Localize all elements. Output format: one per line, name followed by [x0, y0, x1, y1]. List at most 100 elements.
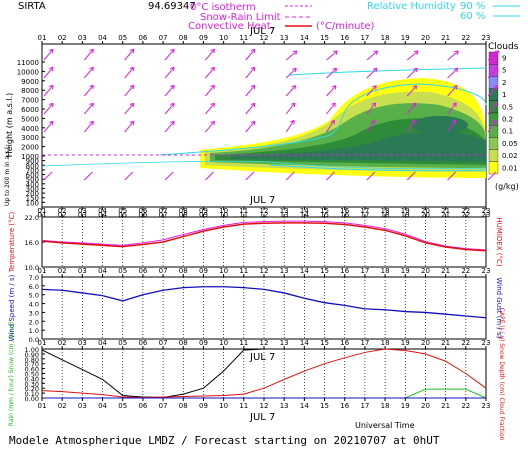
wind-arrow-low: [487, 171, 497, 181]
y-tick-label: 10000: [17, 68, 39, 76]
y-tick-label: 1.0: [29, 327, 39, 335]
wind-arrow: [406, 50, 419, 61]
wind-arrow-low: [43, 171, 53, 181]
wind-arrowhead: [129, 120, 135, 126]
wind-arrowhead: [452, 102, 457, 107]
wind-arrow: [43, 120, 54, 133]
wind-arrow: [124, 120, 135, 133]
wind-arrowhead: [170, 120, 175, 126]
wind-arrowhead: [89, 84, 94, 90]
y-tick-label: 0.40: [25, 375, 39, 383]
x-tick-label: 01: [38, 339, 47, 347]
wind-arrowhead: [494, 67, 499, 73]
wind-arrowhead: [49, 102, 54, 108]
x-tick-label: 03: [78, 207, 87, 215]
x-tick-label: 20: [421, 339, 430, 347]
wind-arrowhead: [411, 102, 417, 107]
wind-arrow-low: [124, 171, 134, 181]
x-tick-label: 08: [179, 34, 188, 42]
y-tick-label: 6000: [21, 106, 39, 114]
date-label-bottom: JUL 7: [249, 412, 275, 423]
wind-arrow: [326, 67, 337, 79]
colorbar-label: 0.1: [502, 128, 513, 136]
x-tick-label: 16: [340, 267, 349, 275]
precip-panel: 01 02 03 04 05 06 07 08 09 10 11 12 13 14 15 16 17 18 19 20…: [8, 308, 505, 441]
wind-arrowhead: [411, 119, 416, 125]
x-tick-label: 23: [482, 34, 491, 42]
y-tick-label: 400: [26, 181, 39, 189]
y-tick-label: 9000: [21, 78, 39, 86]
wind-arrow: [366, 50, 378, 61]
wind-arrow: [245, 66, 256, 79]
wind-arrow: [43, 48, 54, 61]
humidex-line: [41, 220, 487, 251]
wind-arrowhead: [129, 48, 135, 54]
y-tick-label: 0.20: [25, 385, 39, 393]
wind-arrowhead: [331, 85, 337, 90]
x-tick-label: 16: [340, 339, 349, 347]
colorbar-label: 0.02: [502, 152, 518, 160]
wind-arrow-low: [406, 171, 416, 181]
wind-arrowhead: [493, 85, 498, 90]
wind-arrow: [487, 67, 499, 79]
x-tick-label: 04: [98, 339, 107, 347]
y-tick-label: 22.0: [25, 214, 39, 222]
wind-arrowhead: [451, 119, 456, 125]
x-tick-label: 22: [461, 267, 470, 275]
wind-arrow-low: [84, 171, 93, 181]
colorbar-label: 9: [502, 55, 506, 63]
y-tick-label: 5000: [21, 115, 39, 123]
rh-contour-60: [41, 160, 487, 170]
wind-arrowhead: [170, 66, 175, 72]
wind-arrowhead: [372, 67, 378, 73]
colorbar-label: 0.01: [502, 164, 518, 172]
x-tick-label: 11: [239, 207, 248, 215]
x-tick-label: 08: [179, 207, 188, 215]
y-tick-label: 5.0: [29, 292, 39, 300]
y-tick-label: 0.00: [25, 395, 39, 403]
x-tick-label: 11: [239, 402, 248, 410]
x-tick-label: 23: [482, 267, 491, 275]
x-tick-label: 05: [118, 402, 127, 410]
wind-arrowhead: [129, 102, 135, 108]
x-tick-label: 09: [199, 207, 208, 215]
y-tick-label: 16.0: [25, 239, 39, 247]
y-tick-label: 150: [26, 195, 39, 203]
x-tick-label: 05: [118, 267, 127, 275]
y-tick-label: 0.30: [25, 380, 39, 388]
wind-arrowhead: [290, 102, 296, 107]
wind-arrowhead: [250, 120, 256, 126]
x-tick-label: 14: [300, 34, 309, 42]
wind-arrowhead: [49, 120, 54, 126]
x-tick-label: 13: [280, 402, 289, 410]
x-tick-label: 18: [381, 402, 390, 410]
legend-rh-90: 90 %: [460, 1, 485, 12]
date-label: JUL 7: [249, 195, 275, 206]
wind-arrow: [83, 120, 94, 133]
x-tick-label: 04: [98, 402, 107, 410]
wind-speed-line: [41, 286, 487, 319]
x-tick-label: 11: [239, 339, 248, 347]
wind-arrow: [83, 66, 94, 79]
x-tick-label: 12: [260, 402, 269, 410]
x-tick-label: 14: [300, 339, 309, 347]
x-tick-label: 17: [360, 402, 369, 410]
x-tick-label: 10: [219, 207, 228, 215]
x-tick-label: 06: [138, 207, 147, 215]
date-label-panel: JUL 7: [249, 352, 275, 363]
wind-arrow: [124, 66, 135, 79]
wind-arrowhead: [49, 48, 54, 54]
x-tick-label: 21: [441, 267, 450, 275]
wind-arrowhead: [292, 50, 298, 55]
x-tick-label: 22: [461, 339, 470, 347]
wind-arrow: [285, 50, 298, 61]
wind-arrowhead: [129, 84, 135, 90]
x-tick-label: 02: [58, 339, 67, 347]
wind-arrowhead: [331, 102, 336, 107]
y-axis-label-left: Temperature (°C): [8, 212, 16, 274]
wind-arrowhead: [250, 84, 256, 90]
wind-arrowhead: [250, 66, 256, 72]
wind-arrowhead: [371, 102, 377, 107]
wind-arrowhead: [170, 102, 175, 108]
